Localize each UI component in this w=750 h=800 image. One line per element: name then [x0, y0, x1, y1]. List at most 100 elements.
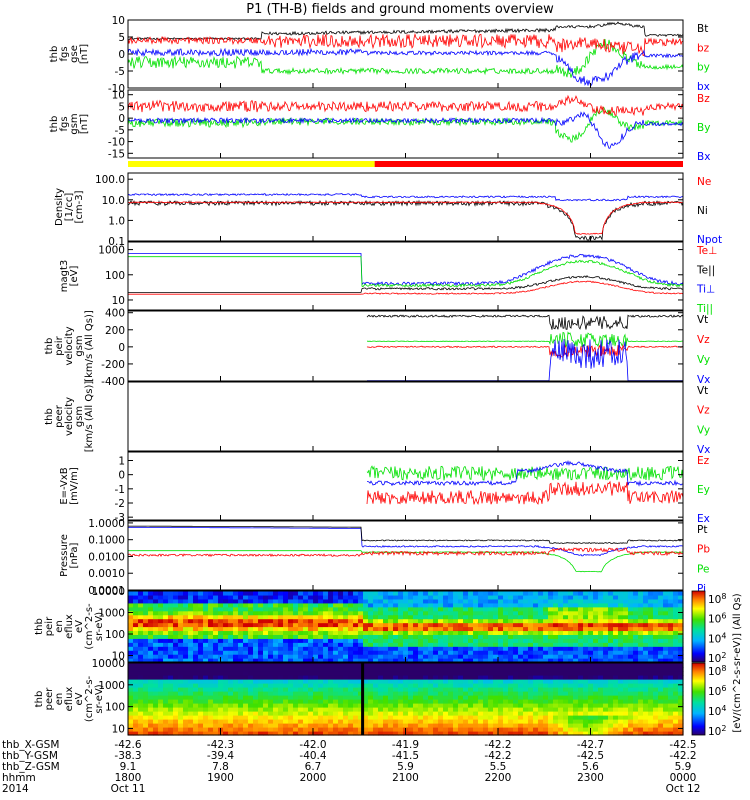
peer-heatmap-cell [388, 683, 394, 688]
peir-heatmap-cell [478, 626, 484, 632]
peer-heatmap-cell [498, 699, 504, 704]
peer-heatmap-cell [418, 719, 424, 724]
peir-heatmap-cell [573, 606, 579, 612]
peer-heatmap-cell [128, 731, 134, 736]
peir-heatmap-cell [423, 634, 429, 639]
peer-heatmap-cell [298, 715, 304, 720]
peir-heatmap-cell [673, 654, 679, 659]
peer-heatmap-cell [228, 711, 234, 716]
peir-heatmap-cell [563, 602, 569, 608]
peer-heatmap-cell [158, 691, 164, 696]
peir-heatmap-cell [548, 654, 554, 659]
peir-heatmap-cell [558, 642, 564, 647]
x-tick-label: -41.9 [392, 739, 419, 751]
peer-heatmap-cell [493, 703, 499, 708]
peer-heatmap-cell [623, 679, 629, 684]
peer-heatmap-cell [523, 719, 529, 724]
peir-heatmap-cell [193, 658, 199, 663]
peir-heatmap-cell [618, 606, 624, 612]
peir-heatmap-cell [393, 634, 399, 639]
peer-heatmap-cell [158, 667, 164, 672]
peer-heatmap-cell [163, 703, 169, 708]
peir-heatmap-cell [278, 642, 284, 647]
peir-heatmap-cell [243, 654, 249, 659]
peir-heatmap-cell [318, 598, 324, 604]
peer-heatmap-cell [648, 663, 654, 668]
peer-heatmap-cell [238, 723, 244, 728]
peir-heatmap-cell [293, 602, 299, 608]
peer-heatmap-cell [158, 671, 164, 676]
peir-heatmap-cell [298, 638, 304, 643]
peir-heatmap-cell [288, 602, 294, 608]
peir-heatmap-cell [523, 634, 529, 639]
peer-heatmap-cell [203, 731, 209, 736]
peer-heatmap-cell [443, 679, 449, 684]
peer-heatmap-cell [438, 691, 444, 696]
peer-heatmap-cell [613, 715, 619, 720]
peer-heatmap-cell [388, 695, 394, 700]
peir-heatmap-cell [233, 610, 239, 616]
peer-heatmap-cell [573, 731, 579, 736]
peir-heatmap-cell [163, 606, 169, 612]
peir-heatmap-cell [138, 618, 144, 624]
peer-heatmap-cell [288, 727, 294, 732]
peer-heatmap-cell [458, 687, 464, 692]
peir-heatmap-cell [148, 594, 154, 600]
peer-heatmap-cell [273, 695, 279, 700]
peer-heatmap-cell [183, 731, 189, 736]
peer-heatmap-cell [378, 679, 384, 684]
peer-heatmap-cell [558, 703, 564, 708]
peer-heatmap-cell [173, 707, 179, 712]
peer-heatmap-cell [468, 667, 474, 672]
peir-heatmap-cell [343, 594, 349, 600]
peir-heatmap-cell [148, 618, 154, 624]
peir-heatmap-cell [298, 614, 304, 620]
peer-heatmap-cell [158, 711, 164, 716]
peir-heatmap-cell [653, 598, 659, 604]
peir-heatmap-cell [183, 606, 189, 612]
peir-heatmap-cell [443, 591, 449, 596]
peir-heatmap-cell [393, 642, 399, 647]
peer-heatmap-cell [203, 683, 209, 688]
peir-heatmap-cell [148, 602, 154, 608]
peer-heatmap-cell [493, 663, 499, 668]
peir-heatmap-cell [153, 602, 159, 608]
peer-heatmap-cell [258, 687, 264, 692]
peir-heatmap-cell [393, 638, 399, 643]
peir-heatmap-cell [218, 610, 224, 616]
peir-heatmap-cell [518, 638, 524, 643]
peer-heatmap-cell [383, 711, 389, 716]
peer-heatmap-cell [133, 711, 139, 716]
peir-heatmap-cell [563, 626, 569, 632]
peir-heatmap-cell [203, 614, 209, 620]
peir-heatmap-cell [263, 618, 269, 624]
peer-heatmap-cell [338, 671, 344, 676]
peir-heatmap-cell [658, 626, 664, 632]
peir-heatmap-cell [393, 646, 399, 651]
peir-heatmap-cell [333, 646, 339, 651]
peer-heatmap-cell [408, 711, 414, 716]
peir-heatmap-cell [633, 618, 639, 624]
peir-heatmap-cell [253, 630, 259, 635]
pressure-legend-entry: Pe [697, 563, 709, 575]
peir-heatmap-cell [643, 602, 649, 608]
peer-heatmap-cell [513, 699, 519, 704]
peer-heatmap-cell [593, 715, 599, 720]
peer-heatmap-cell [263, 671, 269, 676]
peer-heatmap-cell [173, 679, 179, 684]
peer-heatmap-cell [648, 727, 654, 732]
peir-heatmap-cell [423, 606, 429, 612]
peer-heatmap-cell [613, 675, 619, 680]
peer-heatmap-cell [513, 667, 519, 672]
peer-heatmap-cell [203, 675, 209, 680]
peir-heatmap-cell [453, 626, 459, 632]
peir-heatmap-cell [143, 622, 149, 628]
peer-heatmap-cell [263, 687, 269, 692]
peir-heatmap-cell [183, 622, 189, 628]
peir-heatmap-cell [503, 654, 509, 659]
fgs-gsm-legend-entry: Bz [697, 93, 710, 105]
peir-heatmap-cell [393, 614, 399, 620]
peir-heatmap-cell [653, 634, 659, 639]
peer-heatmap-cell [528, 671, 534, 676]
peer-heatmap-cell [408, 731, 414, 736]
